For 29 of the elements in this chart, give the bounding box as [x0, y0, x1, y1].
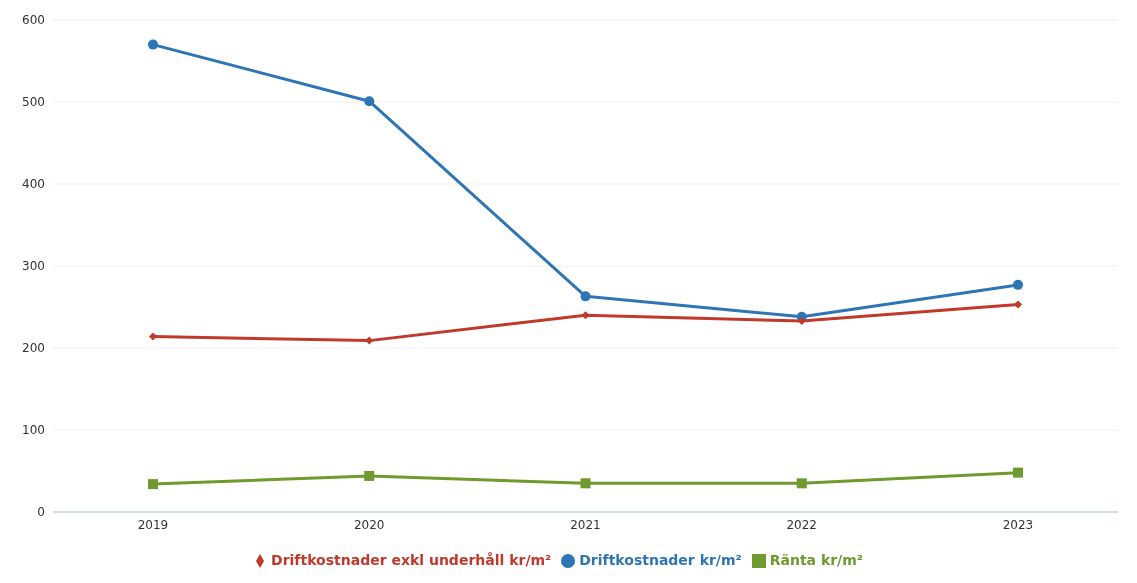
point [581, 311, 590, 320]
point [1013, 467, 1023, 478]
y-tick-label: 600 [22, 13, 45, 28]
legend-label: Driftkostnader kr/m² [579, 552, 742, 568]
x-tick-label: 2020 [353, 517, 385, 532]
point [580, 478, 591, 489]
y-tick-label: 200 [22, 341, 45, 356]
y-tick-label: 400 [22, 177, 45, 192]
y-tick-label: 500 [22, 95, 45, 110]
point [148, 39, 158, 50]
point [364, 470, 375, 481]
point [797, 316, 806, 325]
point [796, 478, 807, 489]
x-tick-label: 2022 [786, 517, 818, 532]
point [364, 96, 375, 107]
legend-label: Ränta kr/m² [769, 552, 863, 568]
point [148, 479, 158, 490]
y-tick-label: 300 [22, 259, 45, 274]
point [365, 336, 374, 345]
x-tick-label: 2021 [570, 517, 601, 532]
legend-label: Driftkostnader exkl underhåll kr/m² [271, 552, 552, 568]
point [580, 291, 591, 302]
y-tick-label: 100 [22, 423, 45, 438]
y-tick-label: 0 [37, 505, 45, 520]
point [149, 332, 157, 341]
x-tick-label: 2019 [137, 517, 169, 532]
x-tick-label: 2023 [1002, 517, 1034, 532]
point [1014, 300, 1022, 309]
point [1013, 279, 1023, 290]
